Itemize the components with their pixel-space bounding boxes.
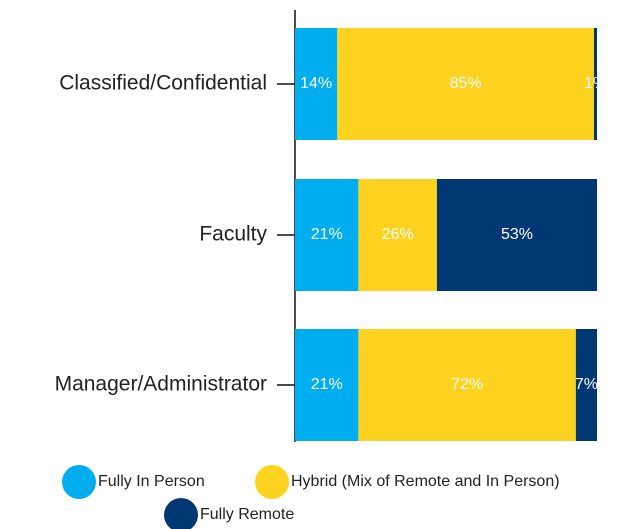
data-label: 72% (451, 376, 483, 393)
legend-label: Fully Remote (200, 506, 294, 523)
data-label: 21% (311, 376, 343, 393)
data-label: 7% (575, 376, 598, 393)
data-label: 21% (311, 226, 343, 243)
legend-marker (62, 465, 96, 499)
bar-segment (295, 329, 359, 441)
bar-segment (358, 179, 437, 291)
bar-segment (436, 179, 597, 291)
legend-marker (164, 498, 198, 529)
y-tick-label: Classified/Confidential (59, 72, 267, 95)
data-label: 53% (501, 226, 533, 243)
data-label: 14% (300, 75, 332, 92)
legend-label: Fully In Person (98, 473, 205, 490)
bar-segment (295, 28, 338, 140)
bar-segment (593, 28, 597, 140)
legend-label: Hybrid (Mix of Remote and In Person) (291, 473, 560, 490)
bar-segment (295, 179, 359, 291)
bar-segment (575, 329, 597, 441)
y-tick-label: Manager/Administrator (55, 373, 267, 396)
data-label: 85% (450, 75, 482, 92)
data-label: 26% (382, 226, 414, 243)
bar-segment (337, 28, 594, 140)
legend-marker (255, 465, 289, 499)
plot-area: 14% 85% 1% 21% 26% 53% 21% 72% 7% (295, 28, 607, 441)
data-label: 1% (584, 75, 607, 92)
bar-segment (358, 329, 576, 441)
y-tick-label: Faculty (199, 223, 267, 246)
